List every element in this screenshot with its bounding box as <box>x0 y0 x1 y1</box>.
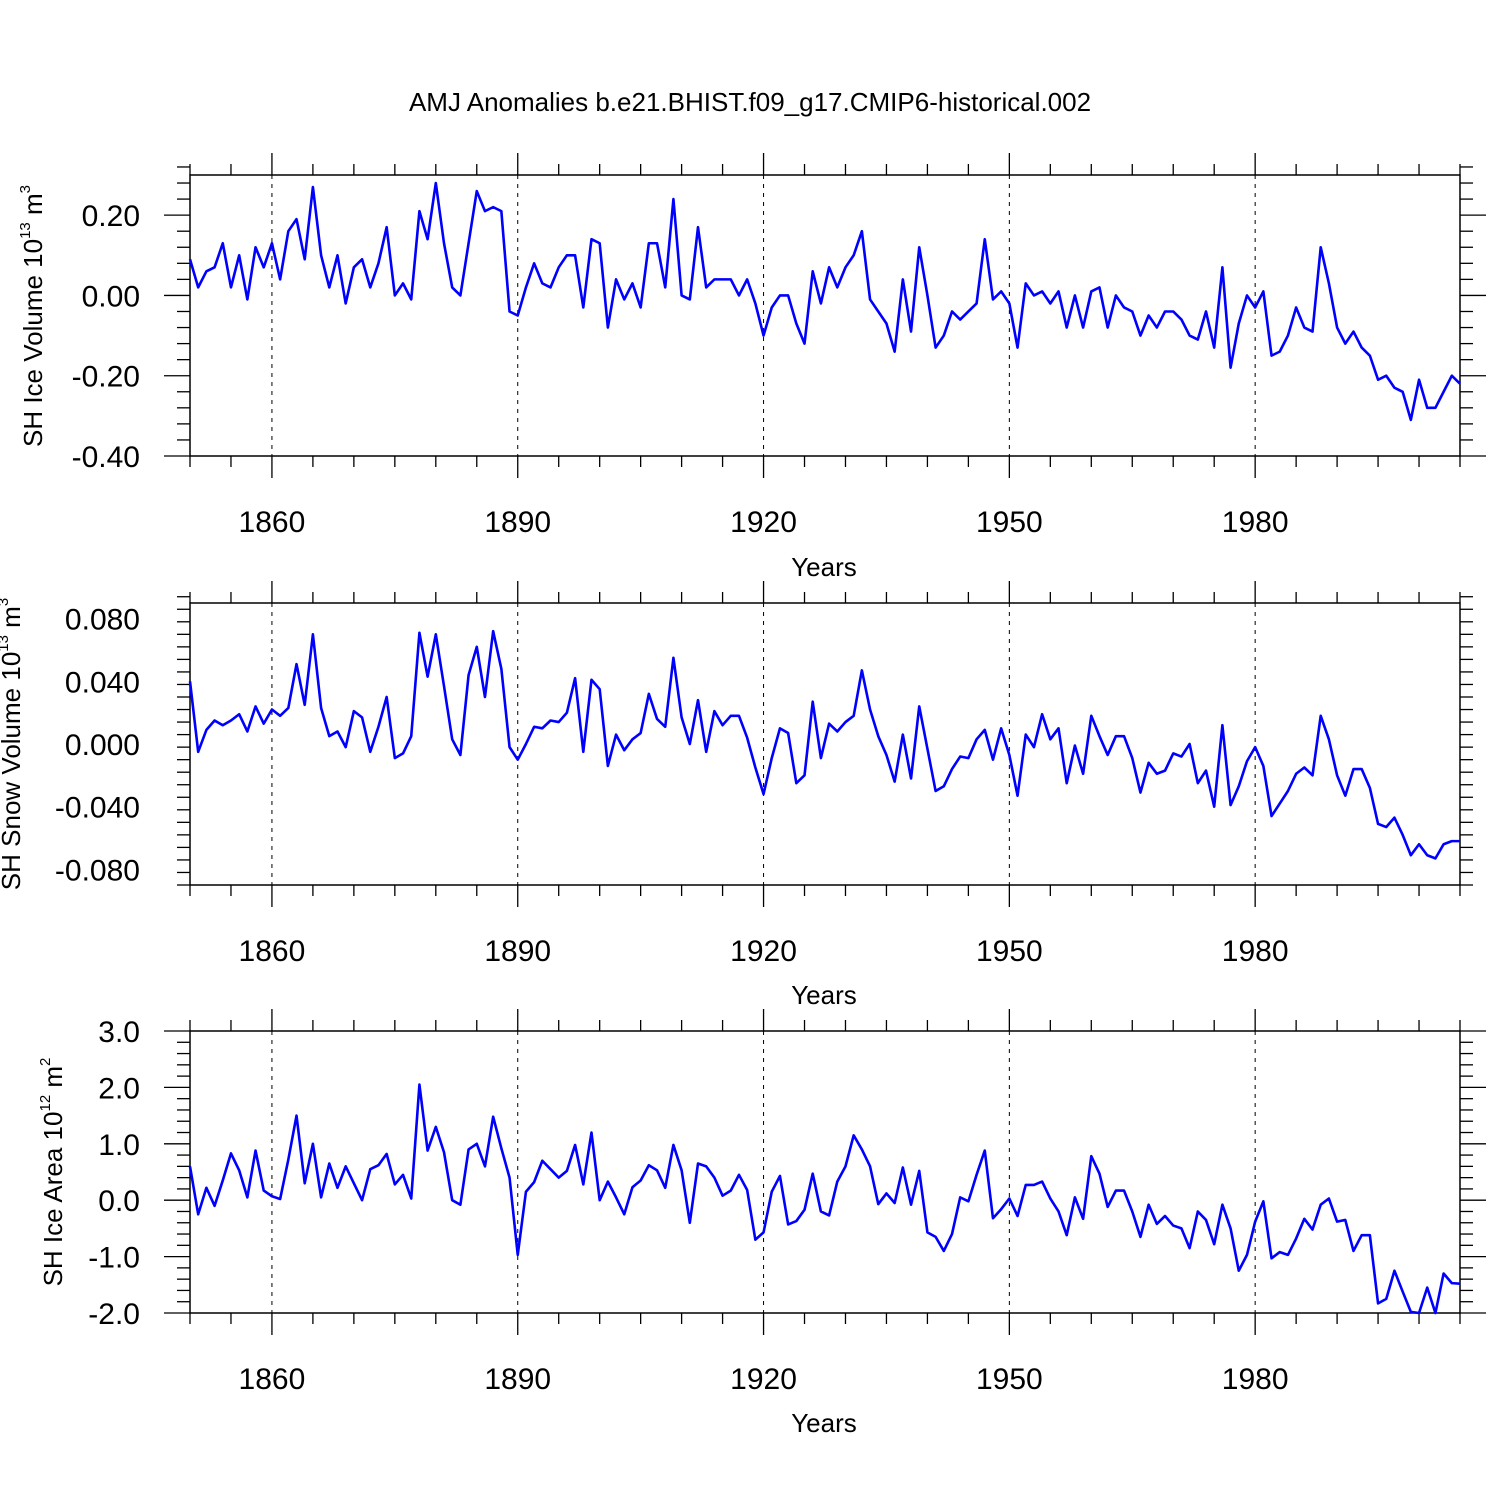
ytick-label: 2.0 <box>98 1072 140 1105</box>
xtick-label: 1950 <box>976 1363 1043 1396</box>
xlabel-ice-volume: Years <box>791 552 857 582</box>
ylabel-snow-volume: SH Snow Volume 1013 m3 <box>0 598 26 890</box>
ytick-label: -1.0 <box>88 1242 140 1275</box>
ytick-label: -0.20 <box>72 361 140 394</box>
xtick-label: 1950 <box>976 935 1043 968</box>
ytick-label: 0.00 <box>82 280 140 313</box>
xtick-label: 1890 <box>484 506 551 539</box>
ytick-label: -0.40 <box>72 441 140 474</box>
ytick-label: 0.0 <box>98 1185 140 1218</box>
xlabel-ice-area: Years <box>791 1408 857 1438</box>
xtick-label: 1980 <box>1222 506 1289 539</box>
xtick-label: 1860 <box>239 935 306 968</box>
xtick-label: 1860 <box>239 1363 306 1396</box>
panel-snow-volume: SH Snow Volume 1013 m3 Years 1860 1890 192… <box>0 581 1473 1010</box>
xtick-label: 1860 <box>239 506 306 539</box>
xtick-label: 1980 <box>1222 935 1289 968</box>
ytick-label: 0.080 <box>65 604 140 637</box>
ytick-label: -0.040 <box>55 792 140 825</box>
ytick-label: -2.0 <box>88 1298 140 1331</box>
plot-frame <box>189 1030 1461 1314</box>
ytick-label: 1.0 <box>98 1129 140 1162</box>
ylabel-ice-volume: SH Ice Volume 1013 m3 <box>17 185 48 447</box>
xtick-label: 1980 <box>1222 1363 1289 1396</box>
plot-frame <box>189 602 1461 886</box>
xtick-label: 1920 <box>730 506 797 539</box>
ytick-label: 3.0 <box>98 1016 140 1049</box>
chart-title: AMJ Anomalies b.e21.BHIST.f09_g17.CMIP6-… <box>409 87 1091 117</box>
ytick-label: 0.000 <box>65 729 140 762</box>
ylabel-ice-area: SH Ice Area 1012 m2 <box>37 1058 68 1287</box>
ytick-label: 0.040 <box>65 666 140 699</box>
ytick-label: -0.080 <box>55 854 140 887</box>
xlabel-snow-volume: Years <box>791 980 857 1010</box>
xtick-label: 1890 <box>484 935 551 968</box>
ytick-label: 0.20 <box>82 200 140 233</box>
xtick-label: 1920 <box>730 935 797 968</box>
series-line <box>188 1083 1461 1315</box>
panel-ice-area: SH Ice Area 1012 m2 Years 1860 1890 1920 19… <box>37 1009 1486 1438</box>
series-line <box>188 181 1461 422</box>
plot-frame <box>189 174 1461 457</box>
series-line <box>188 629 1460 860</box>
xtick-label: 1920 <box>730 1363 797 1396</box>
xtick-label: 1950 <box>976 506 1043 539</box>
panel-ice-volume: SH Ice Volume 1013 m3 Years 1860 1890 1920… <box>17 153 1486 582</box>
xtick-label: 1890 <box>484 1363 551 1396</box>
